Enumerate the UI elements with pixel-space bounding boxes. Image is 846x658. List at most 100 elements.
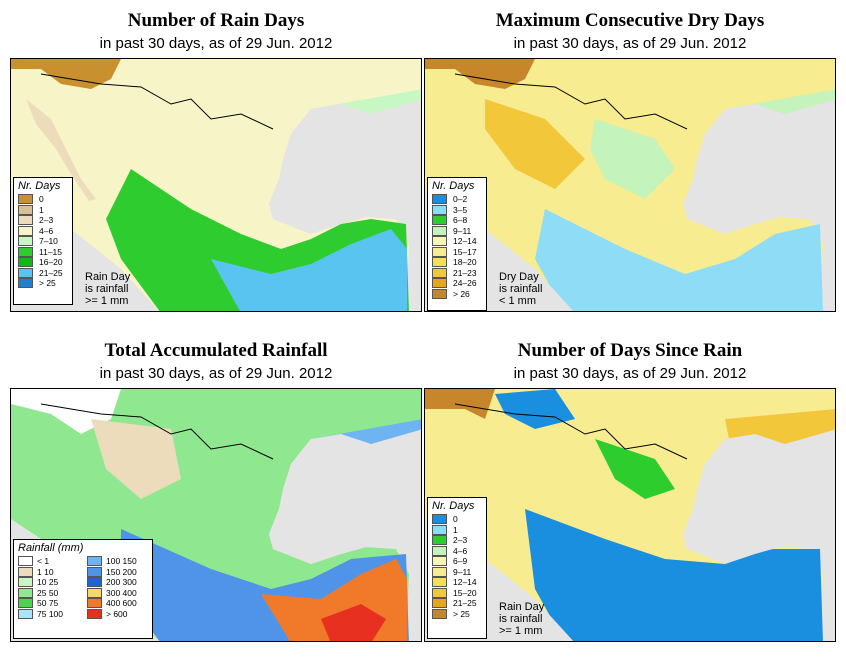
legend-swatch (18, 556, 33, 567)
map-since-rain: Nr. Days 0 1 2–3 4–6 6–9 9–11 12–14 15–20 21–25 >… (424, 388, 836, 642)
legend-swatch (432, 566, 447, 577)
legend-item: 200 300 (87, 577, 152, 588)
legend-swatch (432, 587, 447, 598)
note-line: Dry Day (499, 271, 539, 283)
legend-swatch (87, 598, 102, 609)
legend-item: 1 (18, 204, 72, 216)
legend-swatch (18, 215, 33, 226)
legend-swatch (432, 556, 447, 567)
legend-swatch (432, 545, 447, 556)
legend-rows: < 1 100 150 1 10 150 200 10 25 200 300 25 50 30… (18, 556, 152, 619)
legend-item: 16–20 (18, 257, 72, 268)
legend-label: 6–9 (453, 556, 468, 567)
legend-item: 2–3 (18, 215, 72, 226)
legend-item: > 26 (432, 288, 486, 300)
legend-swatch (432, 194, 447, 205)
legend-item: 0 (18, 194, 72, 205)
legend-label: > 25 (39, 278, 56, 289)
panel-rain-days: Number of Rain Days in past 30 days, as … (10, 0, 422, 320)
note-line: >= 1 mm (499, 625, 543, 637)
legend-swatch (18, 278, 33, 289)
zone-baja (26, 99, 96, 201)
legend-item: > 25 (432, 608, 486, 620)
legend-rain-days: Nr. Days 0 1 2–3 4–6 7–10 11–15 16–20 21–25 > 25 (13, 177, 73, 305)
note-line: is rainfall (499, 613, 543, 625)
gulf-of-mexico (683, 429, 835, 564)
note-line: is rainfall (85, 283, 129, 295)
legend-label: 0 (39, 194, 44, 205)
legend-title: Nr. Days (432, 500, 475, 512)
legend-label: 150 200 (106, 566, 137, 577)
zone-wetter-south (211, 229, 407, 311)
legend-item: 24–26 (432, 278, 486, 289)
legend-label: 2–3 (39, 215, 54, 226)
legend-swatch (87, 566, 102, 577)
note-line: >= 1 mm (85, 295, 129, 307)
legend-item: 50 75 (18, 598, 83, 609)
legend-item: 12–14 (432, 577, 486, 588)
legend-item: 4–6 (432, 545, 486, 557)
zone-green-central (590, 119, 675, 199)
legend-swatch (18, 194, 33, 205)
legend-item: 21–23 (432, 267, 486, 279)
legend-swatch (18, 587, 33, 598)
legend-item: 0 (432, 514, 486, 525)
panel-title: Maximum Consecutive Dry Days (495, 10, 765, 31)
legend-item: 6–8 (432, 215, 486, 226)
legend-label: 18–20 (453, 257, 477, 268)
legend-item: 21–25 (432, 598, 486, 609)
legend-item: 1 (432, 524, 486, 536)
legend-label: > 26 (453, 288, 470, 299)
gulf-of-mexico (269, 429, 421, 564)
legend-swatch (432, 288, 447, 299)
legend-swatch (87, 577, 102, 588)
legend-label: 9–11 (453, 566, 472, 577)
legend-swatch (18, 577, 33, 588)
legend-label: 4–6 (453, 545, 468, 556)
legend-label: 24–26 (453, 278, 477, 289)
legend-label: 16–20 (39, 257, 63, 268)
panel-subtitle: in past 30 days, as of 29 Jun. 2012 (513, 365, 747, 382)
legend-label: 7–10 (39, 236, 58, 247)
map-rain-days: Nr. Days 0 1 2–3 4–6 7–10 11–15 16–20 21–25 > 25… (10, 58, 422, 312)
legend-swatch (18, 608, 33, 619)
legend-label: > 600 (106, 608, 128, 619)
legend-label: 0 (453, 514, 458, 525)
legend-since-rain: Nr. Days 0 1 2–3 4–6 6–9 9–11 12–14 15–20 21–25 >… (427, 497, 487, 639)
legend-label: 21–25 (39, 267, 63, 278)
legend-item: 100 150 (87, 556, 152, 567)
zone-wet-south (535, 209, 823, 311)
legend-label: 1 (39, 204, 44, 215)
legend-label: 6–8 (453, 215, 468, 226)
legend-item: 9–11 (432, 566, 486, 578)
legend-swatch (432, 204, 447, 215)
legend-label: 1 10 (37, 566, 54, 577)
map-canvas (425, 59, 835, 311)
legend-title: Rainfall (mm) (18, 542, 84, 554)
legend-label: 200 300 (106, 577, 137, 588)
note-line: < 1 mm (499, 295, 536, 307)
border-line (40, 73, 274, 130)
legend-title: Nr. Days (18, 180, 61, 192)
legend-label: 10 25 (37, 577, 59, 588)
legend-label: 12–14 (453, 236, 477, 247)
legend-item: 10 25 (18, 577, 83, 588)
legend-item: 12–14 (432, 236, 486, 247)
legend-item: 3–5 (432, 204, 486, 216)
panel-title: Total Accumulated Rainfall (104, 340, 328, 361)
legend-label: 75 100 (37, 608, 63, 619)
legend-rows: 0 1 2–3 4–6 6–9 9–11 12–14 15–20 21–25 > 25 (428, 514, 486, 619)
gulf-of-mexico (269, 99, 421, 234)
zone-north-blue (495, 389, 575, 429)
note-line: Rain Day (85, 271, 131, 283)
legend-item: 15–17 (432, 246, 486, 258)
zone-orange-mid (485, 99, 585, 189)
legend-dry-days: Nr. Days 0–2 3–5 6–8 9–11 12–14 15–17 18–20 21–… (427, 177, 487, 311)
legend-label: 11–15 (39, 246, 63, 257)
legend-item: 11–15 (18, 246, 72, 258)
legend-swatch (87, 608, 102, 619)
note-line: Rain Day (499, 601, 545, 613)
legend-swatch (432, 608, 447, 619)
legend-item: 21–25 (18, 267, 72, 279)
legend-item: 15–20 (432, 587, 486, 599)
